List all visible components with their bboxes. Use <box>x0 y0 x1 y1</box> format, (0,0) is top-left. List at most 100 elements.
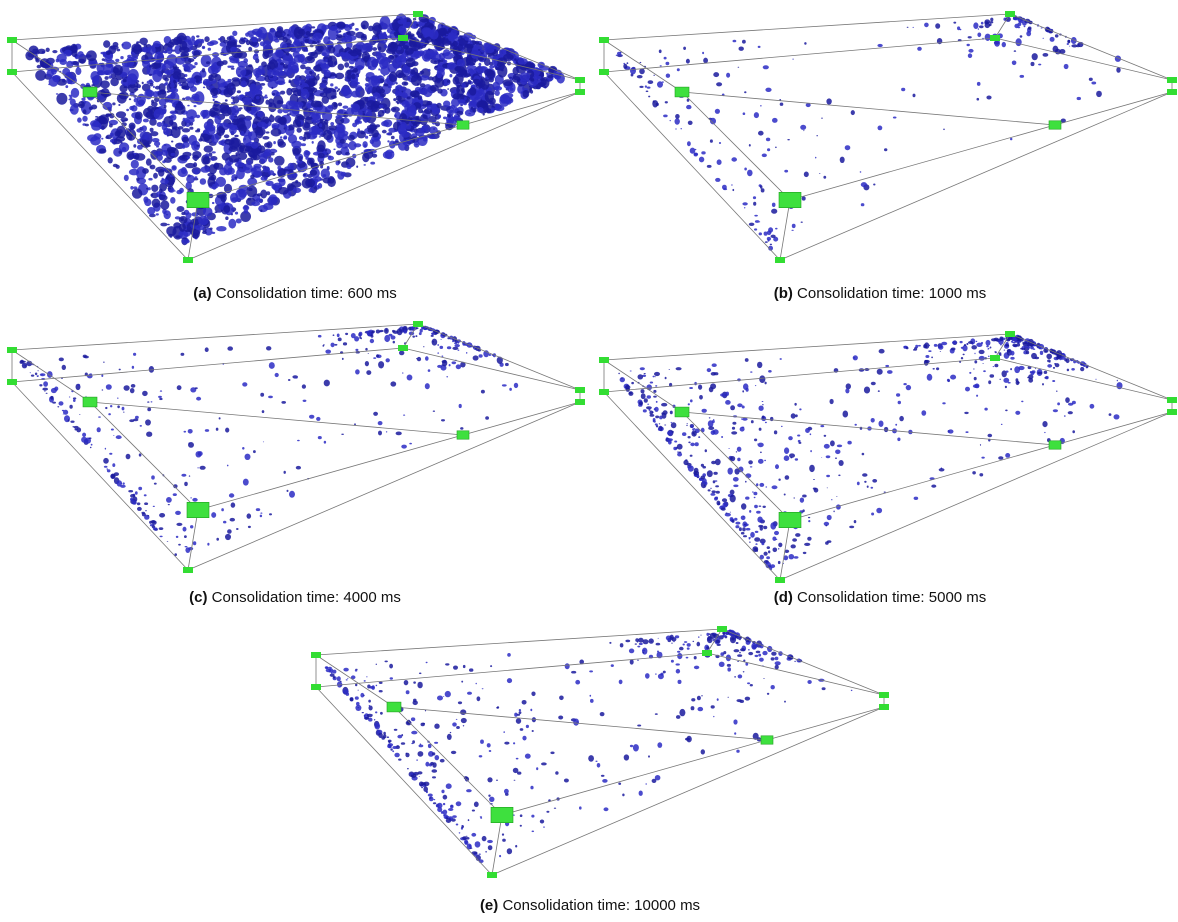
particle <box>691 706 695 710</box>
particle <box>765 241 768 243</box>
particle <box>479 57 484 61</box>
panel <box>599 331 1177 583</box>
particle <box>195 387 198 389</box>
particle <box>418 95 423 100</box>
particle <box>707 368 711 372</box>
particle <box>227 529 232 534</box>
particle <box>215 211 218 213</box>
particle <box>504 789 509 794</box>
caption: (a) Consolidation time: 600 ms <box>193 285 396 302</box>
particle <box>673 447 677 450</box>
particle <box>809 465 815 472</box>
particle <box>155 86 160 90</box>
particle <box>214 163 219 169</box>
particle <box>765 382 767 385</box>
particle <box>401 132 409 138</box>
particle <box>661 412 663 415</box>
particle <box>287 183 294 191</box>
particle <box>171 153 176 156</box>
particle <box>771 657 775 660</box>
corner-marker <box>775 577 785 583</box>
particle <box>813 479 815 480</box>
particle <box>1044 371 1048 374</box>
particle <box>333 103 337 108</box>
particle <box>297 440 300 442</box>
particle <box>990 347 992 349</box>
particle <box>781 426 783 427</box>
particle <box>836 496 837 497</box>
particle <box>312 141 314 144</box>
box-edge <box>492 707 884 875</box>
particle <box>450 50 452 52</box>
particle <box>251 168 257 172</box>
particle <box>380 712 383 715</box>
particle <box>231 68 235 70</box>
particle <box>443 696 444 697</box>
particle <box>684 641 687 643</box>
particle <box>417 357 421 361</box>
particle <box>274 39 279 43</box>
particle <box>701 749 705 754</box>
particle <box>810 433 812 435</box>
particle <box>710 488 711 489</box>
particle <box>722 498 727 502</box>
particle <box>356 702 360 706</box>
particle <box>225 428 229 433</box>
particle <box>733 477 739 482</box>
particle <box>770 244 772 246</box>
particle <box>280 136 282 138</box>
particle <box>1010 368 1012 370</box>
particle <box>804 172 809 178</box>
particle <box>123 87 126 89</box>
particle <box>931 485 936 488</box>
particle <box>694 656 697 659</box>
particle <box>229 57 239 63</box>
particle <box>423 786 428 792</box>
particle <box>271 128 282 136</box>
particle <box>985 19 991 23</box>
particle <box>819 173 821 174</box>
particle <box>379 105 384 109</box>
particle <box>995 351 997 353</box>
particle <box>331 95 337 99</box>
particle <box>194 160 197 161</box>
box-edge <box>780 92 1172 260</box>
particle <box>713 72 719 77</box>
particle <box>112 102 115 105</box>
particle <box>821 118 822 119</box>
particle <box>741 503 746 509</box>
particle <box>309 71 312 74</box>
particle <box>733 485 738 488</box>
particle <box>645 783 647 784</box>
corner-marker <box>775 257 785 263</box>
particle <box>792 59 794 60</box>
particle <box>229 155 240 163</box>
particle <box>988 348 989 349</box>
box-edge <box>198 435 463 510</box>
particle <box>637 660 639 661</box>
particle <box>625 640 630 643</box>
particle <box>698 707 704 711</box>
particle <box>489 65 494 68</box>
particle <box>298 156 302 161</box>
particle <box>494 86 502 91</box>
particle <box>442 356 444 357</box>
particle <box>335 73 344 80</box>
particle <box>333 149 335 151</box>
particle <box>379 690 383 692</box>
particle <box>466 789 472 792</box>
particle <box>265 95 268 97</box>
particle <box>639 86 643 88</box>
particle <box>739 527 742 531</box>
caption-label: (d) <box>774 589 793 606</box>
particle <box>147 401 149 402</box>
particle <box>755 531 759 533</box>
particle <box>763 526 767 529</box>
particle <box>515 845 517 848</box>
particle <box>78 59 85 63</box>
particle <box>784 447 789 454</box>
particle <box>167 147 176 152</box>
particle <box>151 401 153 402</box>
particle <box>983 370 986 372</box>
particle <box>516 758 519 760</box>
